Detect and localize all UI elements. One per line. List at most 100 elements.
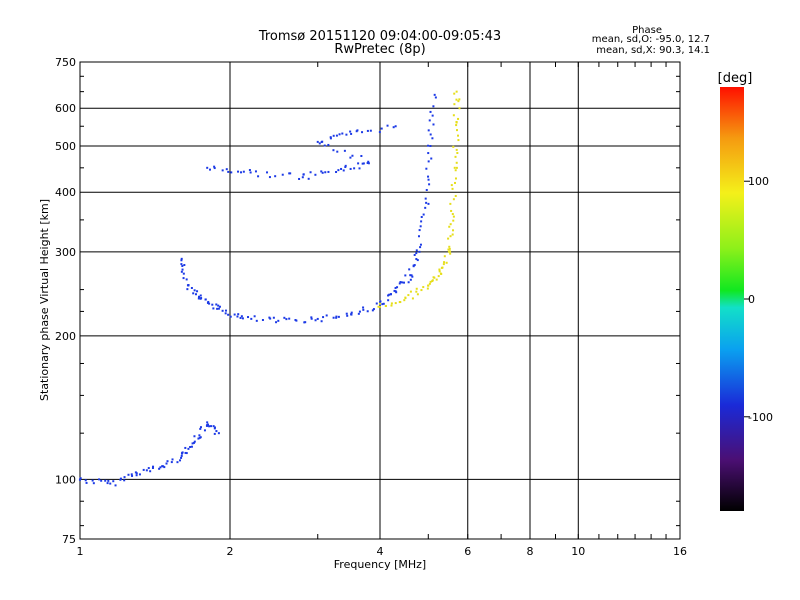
data-point bbox=[369, 129, 372, 132]
data-point bbox=[425, 188, 428, 191]
data-point bbox=[135, 474, 138, 477]
y-tick-label: 100 bbox=[55, 473, 76, 486]
data-point bbox=[458, 98, 461, 101]
data-point bbox=[281, 173, 284, 176]
data-point bbox=[266, 171, 269, 174]
data-point bbox=[350, 132, 353, 135]
data-point bbox=[353, 167, 356, 170]
data-point bbox=[345, 312, 348, 315]
data-point bbox=[221, 169, 224, 172]
data-point bbox=[224, 309, 227, 312]
data-point bbox=[449, 223, 452, 226]
data-point bbox=[367, 160, 370, 163]
data-point bbox=[213, 432, 216, 435]
data-point bbox=[432, 123, 435, 126]
data-point bbox=[453, 166, 456, 169]
data-point bbox=[216, 307, 219, 310]
x-tick-label: 10 bbox=[571, 545, 585, 558]
data-point bbox=[389, 293, 392, 296]
data-point bbox=[415, 287, 418, 290]
data-point bbox=[384, 304, 387, 307]
data-point bbox=[203, 429, 206, 432]
data-point bbox=[393, 289, 396, 292]
data-point bbox=[427, 178, 430, 181]
y-tick-label: 500 bbox=[55, 140, 76, 153]
data-point bbox=[454, 181, 457, 184]
data-point bbox=[295, 319, 298, 322]
data-point bbox=[372, 308, 375, 311]
data-point bbox=[230, 171, 233, 174]
data-point bbox=[448, 225, 451, 228]
data-point bbox=[191, 442, 194, 445]
data-point bbox=[123, 479, 126, 482]
data-point bbox=[335, 315, 338, 318]
data-point bbox=[215, 430, 218, 433]
data-point bbox=[432, 276, 435, 279]
data-point bbox=[332, 149, 335, 152]
data-point bbox=[427, 202, 430, 205]
data-point bbox=[451, 187, 454, 190]
data-point bbox=[237, 170, 240, 173]
data-point bbox=[193, 289, 196, 292]
data-point bbox=[340, 167, 343, 170]
data-point bbox=[452, 114, 455, 117]
data-point bbox=[212, 425, 215, 428]
data-point bbox=[180, 456, 183, 459]
data-point bbox=[409, 274, 412, 277]
data-point bbox=[415, 290, 418, 293]
data-point bbox=[422, 286, 425, 289]
data-point bbox=[329, 136, 332, 139]
data-point bbox=[379, 300, 382, 303]
data-point bbox=[182, 277, 185, 280]
data-point bbox=[425, 201, 428, 204]
data-point bbox=[441, 266, 444, 269]
y-tick-label: 200 bbox=[55, 330, 76, 343]
data-point bbox=[320, 320, 323, 323]
data-point bbox=[159, 466, 162, 469]
data-point bbox=[227, 170, 230, 173]
data-point bbox=[424, 197, 427, 200]
data-point bbox=[382, 302, 385, 305]
data-point bbox=[199, 294, 202, 297]
data-point bbox=[362, 162, 365, 165]
data-point bbox=[404, 274, 407, 277]
data-point bbox=[320, 170, 323, 173]
data-point bbox=[379, 305, 381, 308]
data-point bbox=[433, 93, 436, 96]
data-point bbox=[327, 170, 330, 173]
data-point bbox=[181, 451, 184, 454]
data-point bbox=[283, 316, 286, 319]
data-point bbox=[412, 265, 415, 268]
data-point bbox=[185, 452, 188, 455]
data-point bbox=[229, 315, 232, 318]
data-point bbox=[386, 124, 389, 127]
data-point bbox=[218, 305, 221, 308]
data-point bbox=[447, 248, 450, 251]
data-point bbox=[457, 117, 460, 120]
data-point bbox=[302, 173, 305, 176]
data-point bbox=[431, 114, 434, 117]
data-point bbox=[360, 155, 363, 158]
data-point bbox=[392, 126, 395, 129]
data-point bbox=[356, 129, 359, 132]
data-point bbox=[452, 229, 455, 232]
data-point bbox=[403, 299, 406, 302]
x-tick-label: 1 bbox=[77, 545, 84, 558]
data-point bbox=[92, 482, 95, 485]
x-tick-label: 16 bbox=[673, 545, 687, 558]
data-point bbox=[422, 213, 425, 216]
data-point bbox=[332, 134, 335, 137]
data-point bbox=[394, 290, 397, 293]
data-point bbox=[208, 425, 211, 428]
data-point bbox=[362, 308, 365, 311]
data-point bbox=[455, 98, 458, 101]
data-point bbox=[435, 278, 438, 281]
data-point bbox=[180, 454, 183, 457]
data-point bbox=[127, 473, 130, 476]
data-point bbox=[380, 127, 383, 130]
data-point bbox=[206, 421, 209, 424]
data-point bbox=[449, 202, 452, 205]
data-point bbox=[430, 157, 433, 160]
data-point bbox=[454, 155, 457, 158]
data-point bbox=[249, 171, 252, 174]
